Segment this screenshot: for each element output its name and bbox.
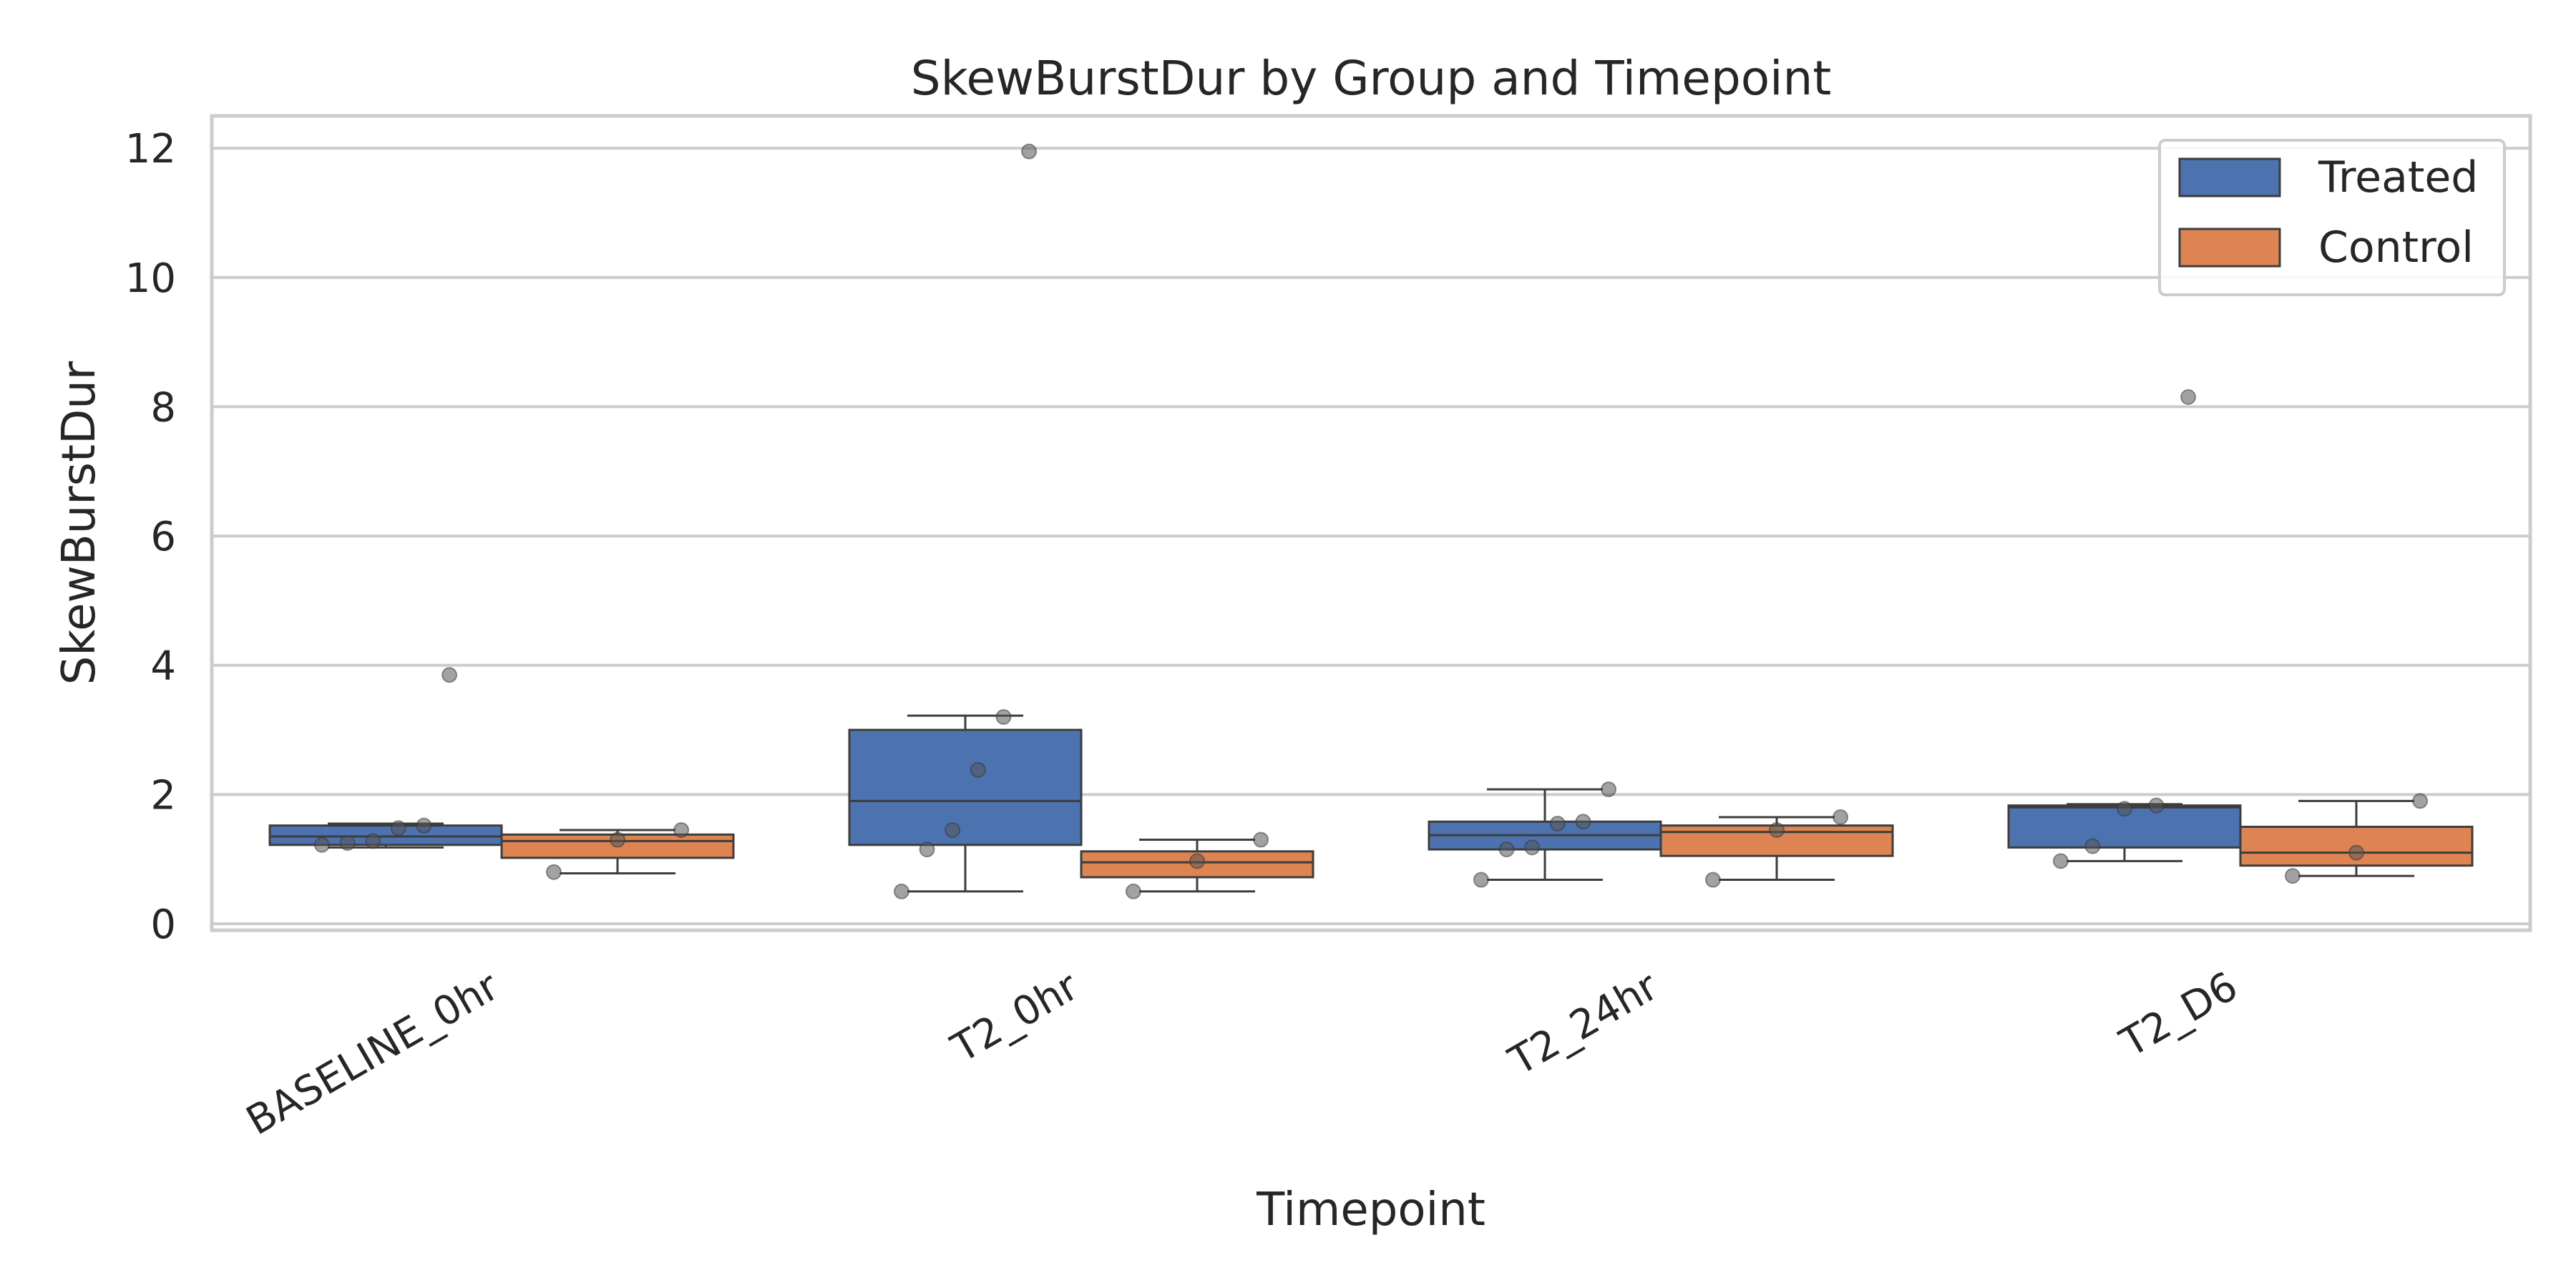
x-tick-label: T2_D6 <box>2112 963 2245 1067</box>
x-tick-labels: BASELINE_0hr T2_0hr T2_24hr T2_D6 <box>239 962 2245 1144</box>
iqr-box <box>268 824 503 847</box>
data-point <box>893 883 909 899</box>
data-point <box>2117 801 2132 817</box>
data-point <box>945 822 961 839</box>
data-point <box>610 831 625 848</box>
y-tick-label: 0 <box>150 902 176 948</box>
y-tick-label: 10 <box>125 255 176 302</box>
data-point <box>2412 793 2429 809</box>
data-point <box>995 708 1012 725</box>
legend: Treated Control <box>2158 139 2506 296</box>
data-point <box>1704 872 1721 888</box>
legend-swatch-control <box>2178 228 2281 268</box>
data-point <box>2084 838 2101 854</box>
data-point <box>365 833 381 849</box>
data-points <box>313 143 2429 899</box>
data-point <box>313 836 330 853</box>
data-point <box>339 835 356 852</box>
box-plots <box>268 714 2474 893</box>
data-point <box>1253 831 1269 848</box>
box-control-3 <box>2239 799 2474 877</box>
legend-label-control: Control <box>2318 223 2474 273</box>
data-point <box>1473 872 1489 888</box>
data-point <box>1833 809 1849 825</box>
data-point <box>1125 883 1141 899</box>
data-point <box>1601 781 1617 798</box>
x-tick-label: BASELINE_0hr <box>239 962 507 1144</box>
y-tick-label: 6 <box>150 514 176 560</box>
x-tick-label: T2_24hr <box>1501 962 1667 1085</box>
data-point <box>2148 797 2165 814</box>
box-treated-0 <box>268 822 503 849</box>
data-point <box>1549 815 1566 831</box>
data-point <box>1524 839 1541 856</box>
legend-label-treated: Treated <box>2318 152 2478 203</box>
box-treated-1 <box>848 714 1083 893</box>
data-point <box>441 667 458 683</box>
iqr-box <box>848 728 1083 847</box>
data-point <box>1575 814 1591 830</box>
plot-frame <box>210 114 2532 932</box>
data-point <box>390 820 406 836</box>
box-treated-2 <box>1428 788 1662 882</box>
legend-swatch-treated <box>2178 157 2281 197</box>
data-point <box>1189 853 1205 869</box>
data-point <box>970 762 986 779</box>
data-point <box>1021 143 1038 160</box>
y-tick-labels: 0 2 4 6 8 10 12 <box>125 126 176 948</box>
x-axis-label: Timepoint <box>1256 1184 1485 1236</box>
data-point <box>2180 389 2197 405</box>
grid-lines <box>212 147 2530 925</box>
y-tick-label: 12 <box>125 126 176 172</box>
y-axis-label: SkewBurstDur <box>53 361 106 685</box>
y-tick-label: 8 <box>150 384 176 431</box>
y-tick-label: 2 <box>150 772 176 819</box>
data-point <box>2348 844 2364 861</box>
chart-title: SkewBurstDur by Group and Timepoint <box>911 51 1831 106</box>
data-point <box>919 841 935 858</box>
data-point <box>416 817 432 834</box>
y-tick-label: 4 <box>150 643 176 690</box>
x-tick-label: T2_0hr <box>943 962 1086 1072</box>
data-point <box>1498 841 1515 858</box>
data-point <box>2052 853 2069 869</box>
data-point <box>545 864 562 880</box>
data-point <box>673 822 690 839</box>
data-point <box>2284 868 2301 884</box>
data-point <box>1769 822 1785 839</box>
